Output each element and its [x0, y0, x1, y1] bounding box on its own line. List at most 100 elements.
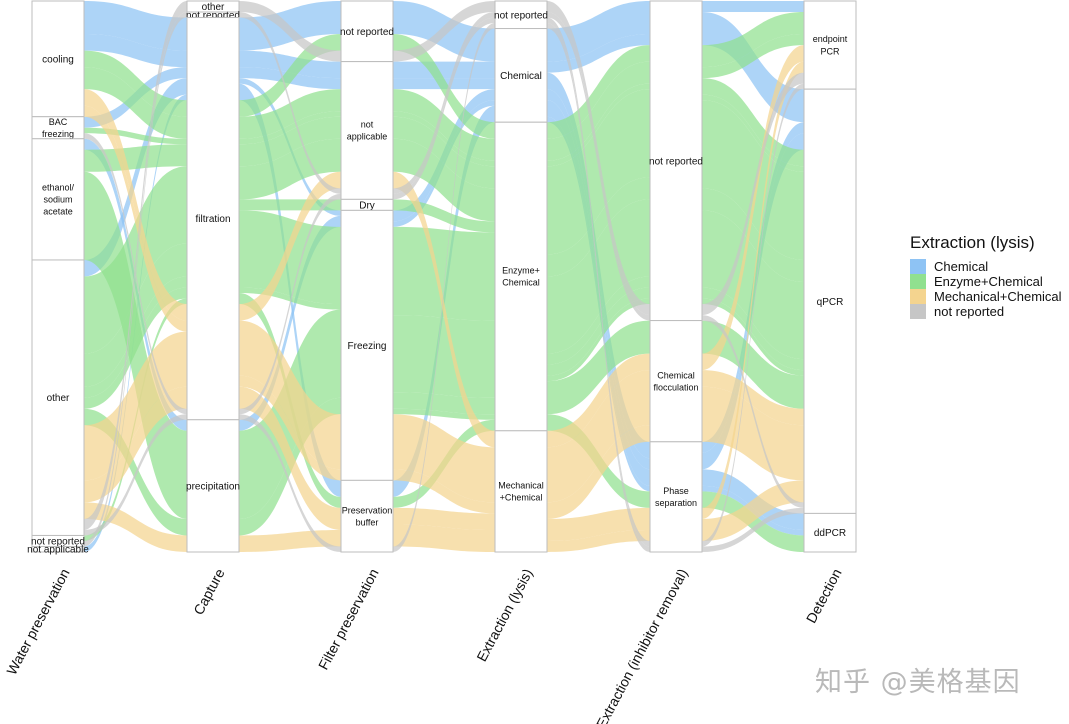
legend-swatch — [910, 259, 926, 274]
flows — [84, 1, 804, 553]
flow-band — [547, 298, 650, 382]
flow-band — [393, 315, 495, 398]
stratum-box — [803, 0, 857, 90]
flow-band — [547, 12, 650, 321]
flow-band — [393, 23, 495, 553]
flow-band — [239, 210, 341, 305]
stratum-box — [31, 259, 85, 536]
flow-band — [547, 83, 650, 167]
flow-band — [547, 17, 650, 547]
flow-band — [393, 34, 495, 139]
flow-band — [239, 1, 341, 62]
flow-band — [393, 111, 495, 167]
flow-band — [393, 12, 495, 194]
flow-band — [84, 67, 187, 139]
watermark: 知乎 @美格基因 — [815, 667, 1021, 698]
flow-band — [547, 34, 650, 73]
legend-swatch — [910, 304, 926, 319]
stratum-label: Chemical flocculation — [653, 370, 698, 392]
axis-label: Extraction (inhibitor removal) — [593, 566, 691, 724]
flow-band — [239, 386, 341, 530]
legend: Extraction (lysis) Chemical Enzyme+Chemic… — [910, 233, 1062, 319]
flow-band — [84, 105, 187, 332]
stratum-label: Dry — [359, 200, 375, 211]
flow-band — [239, 138, 341, 200]
flow-band — [702, 298, 804, 376]
flow-band — [239, 89, 341, 139]
legend-item: not reported — [910, 304, 1062, 319]
legend-swatch — [910, 289, 926, 304]
stratum-label: other — [202, 2, 225, 13]
flow-band — [547, 61, 650, 161]
flow-band — [393, 89, 495, 161]
flow-band — [547, 23, 650, 553]
flow-band — [84, 1, 187, 51]
axis-label: Water preservation — [3, 566, 72, 677]
flow-band — [547, 529, 650, 552]
stratum-label: Mechanical +Chemical — [498, 480, 544, 502]
stratum-label: other — [47, 393, 70, 404]
flow-band — [702, 386, 804, 481]
stratum-label: not reported — [340, 27, 394, 38]
flow-band — [702, 188, 804, 283]
flow-band — [239, 50, 341, 79]
flow-band — [547, 177, 650, 277]
stratum-box — [494, 121, 548, 432]
flow-band — [547, 45, 650, 139]
flow-band — [84, 50, 187, 117]
flow-band — [702, 72, 804, 316]
flow-band — [547, 425, 650, 519]
flow-band — [84, 331, 187, 481]
stratum-label: Preservation buffer — [342, 505, 393, 527]
flow-band — [239, 12, 341, 194]
flow-band — [393, 17, 495, 200]
flow-band — [702, 1, 804, 13]
legend-swatch — [910, 274, 926, 289]
axis-label: Filter preservation — [315, 566, 382, 672]
stratum-box — [340, 61, 394, 200]
flow-band — [702, 12, 804, 68]
flow-band — [239, 529, 341, 552]
legend-title: Extraction (lysis) — [910, 233, 1035, 252]
flow-band — [547, 287, 650, 376]
flow-band — [702, 491, 804, 552]
flow-band — [702, 315, 804, 508]
stratum-label: Freezing — [348, 341, 387, 352]
flow-band — [702, 61, 804, 519]
stratum-box — [340, 0, 394, 63]
stratum-label: not reported — [494, 10, 548, 21]
stratum-box — [649, 441, 703, 553]
flow-band — [702, 34, 804, 79]
stratum-label: ddPCR — [814, 528, 846, 539]
flow-band — [239, 215, 341, 431]
flow-band — [393, 116, 495, 189]
flow-band — [702, 78, 804, 167]
stratum-box — [649, 0, 703, 322]
stratum-box — [186, 419, 240, 553]
flow-band — [84, 408, 187, 536]
flow-band — [84, 78, 187, 277]
flow-band — [547, 370, 650, 503]
flow-band — [702, 287, 804, 371]
flow-band — [84, 89, 187, 321]
flow-band — [393, 469, 495, 514]
flow-band — [239, 193, 341, 415]
axis-d: endpoint PCR qPCR ddPCR Detection — [803, 0, 857, 626]
axis-label: Detection — [803, 566, 845, 626]
flow-band — [702, 320, 804, 409]
axis-label: Capture — [190, 566, 228, 618]
flow-band — [239, 320, 341, 470]
flow-band — [702, 370, 804, 426]
legend-label: Chemical — [934, 259, 989, 274]
flow-band — [84, 243, 187, 387]
legend-item: Chemical — [910, 259, 1062, 274]
stratum-label: not reported — [186, 10, 240, 21]
stratum-box — [31, 138, 85, 261]
flow-band — [84, 133, 187, 415]
flow-band — [393, 507, 495, 530]
stratum-box — [340, 479, 394, 553]
flow-band — [84, 276, 187, 398]
flow-band — [702, 507, 804, 552]
